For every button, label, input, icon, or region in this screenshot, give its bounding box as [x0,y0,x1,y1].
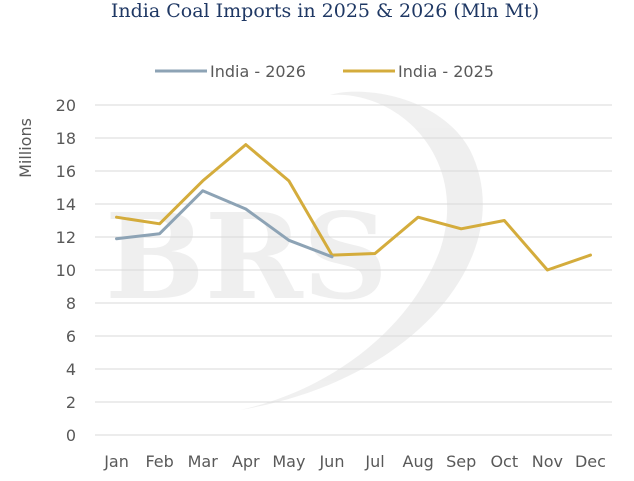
y-tick-label-12: 12 [56,228,76,247]
data-point-india-2025-sep [460,227,463,230]
legend: India - 2026 India - 2025 [155,62,494,81]
x-tick-label-nov: Nov [532,452,563,471]
y-tick-label-16: 16 [56,162,76,181]
grid-lines [95,104,612,436]
y-tick-label-14: 14 [56,195,76,214]
data-point-india-2025-nov [546,268,549,272]
x-tick-label-oct: Oct [490,452,518,471]
legend-label-india-2026: India - 2026 [210,62,306,81]
y-tick-label-8: 8 [66,294,76,313]
y-tick-labels: 0 2 4 6 8 10 12 14 16 18 20 [56,96,76,445]
data-point-india-2026-feb [158,232,161,235]
data-point-india-2025-jan [115,216,118,219]
y-tick-label-6: 6 [66,327,76,346]
x-tick-label-jul: Jul [364,452,384,471]
x-tick-label-aug: Aug [403,452,434,471]
data-point-india-2026-may [287,239,291,242]
x-tick-label-jan: Jan [103,452,129,471]
data-point-india-2025-may [287,179,291,183]
legend-label-india-2025: India - 2025 [398,62,494,81]
x-tick-label-feb: Feb [145,452,173,471]
data-point-india-2026-mar [201,189,204,192]
y-tick-label-18: 18 [56,129,76,148]
data-point-india-2025-aug [416,216,420,219]
y-tick-label-2: 2 [66,393,76,412]
x-tick-label-apr: Apr [232,452,260,471]
y-tick-label-20: 20 [56,96,76,115]
x-tick-label-sep: Sep [446,452,476,471]
data-point-india-2025-dec [589,253,592,257]
y-tick-label-10: 10 [56,261,76,280]
x-tick-label-may: May [272,452,305,471]
data-point-india-2026-apr [244,207,247,211]
data-point-india-2025-jul [373,252,377,255]
x-tick-label-mar: Mar [188,452,219,471]
data-point-india-2026-jun [330,255,334,258]
y-tick-label-0: 0 [66,426,76,445]
x-tick-labels: Jan Feb Mar Apr May Jun Jul Aug Sep Oct Nov Dec [103,452,606,471]
series-line-india-2026 [115,189,334,259]
data-point-india-2025-apr [244,143,247,146]
brs-watermark: BRS [105,91,483,411]
y-tick-label-4: 4 [66,360,76,379]
data-point-india-2025-mar [201,179,204,183]
data-point-india-2026-jan [115,237,118,240]
series-line-india-2025 [115,143,592,272]
x-tick-label-dec: Dec [575,452,606,471]
y-axis-label: Millions [16,118,35,178]
x-tick-label-jun: Jun [318,452,344,471]
chart-title: India Coal Imports in 2025 & 2026 (Mln M… [111,0,539,22]
series-lines [115,143,592,272]
data-point-india-2025-feb [158,222,161,225]
data-point-india-2025-oct [503,219,506,222]
